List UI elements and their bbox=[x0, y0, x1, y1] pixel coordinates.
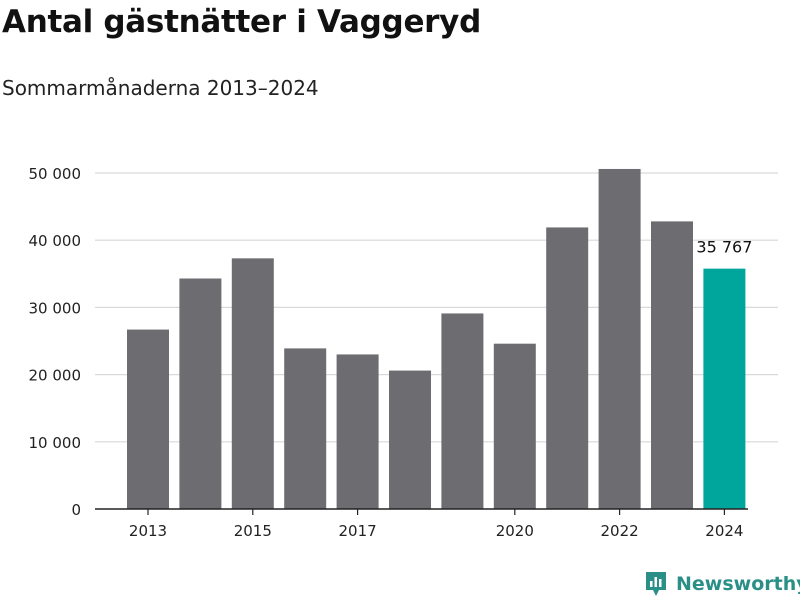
x-tick-label: 2022 bbox=[601, 522, 639, 540]
bar bbox=[598, 168, 641, 509]
y-tick-label: 40 000 bbox=[29, 232, 82, 250]
y-tick-label: 50 000 bbox=[29, 165, 82, 183]
bar bbox=[336, 354, 379, 509]
x-tick-label: 2013 bbox=[129, 522, 167, 540]
data-label: 35 767 bbox=[696, 238, 752, 257]
y-tick-label: 20 000 bbox=[29, 367, 82, 385]
bar bbox=[231, 258, 274, 509]
chart-title: Antal gästnätter i Vaggeryd bbox=[2, 4, 481, 40]
newsworthy-logo-icon bbox=[646, 572, 666, 596]
bar bbox=[389, 370, 431, 509]
chart-subtitle: Sommarmånaderna 2013–2024 bbox=[2, 76, 319, 100]
bar bbox=[651, 221, 693, 509]
bar bbox=[493, 343, 536, 509]
newsworthy-logo: Newsworthy bbox=[644, 570, 800, 598]
x-tick-label: 2024 bbox=[705, 522, 743, 540]
bar bbox=[441, 313, 484, 509]
bar bbox=[703, 268, 746, 509]
y-tick-label: 30 000 bbox=[29, 299, 82, 317]
bar bbox=[179, 278, 222, 509]
bar-chart: 0 10 000 20 000 30 000 40 000 50 000 2013 2015 2… bbox=[29, 165, 778, 540]
bar bbox=[284, 348, 327, 509]
x-tick-label: 2020 bbox=[496, 522, 534, 540]
x-tick-label: 2017 bbox=[339, 522, 377, 540]
y-tick-label: 10 000 bbox=[29, 434, 82, 452]
brand-name: Newsworthy bbox=[676, 573, 800, 595]
bar bbox=[127, 329, 169, 509]
x-tick-label: 2015 bbox=[234, 522, 272, 540]
bar bbox=[546, 227, 589, 509]
y-tick-label: 0 bbox=[71, 501, 81, 519]
